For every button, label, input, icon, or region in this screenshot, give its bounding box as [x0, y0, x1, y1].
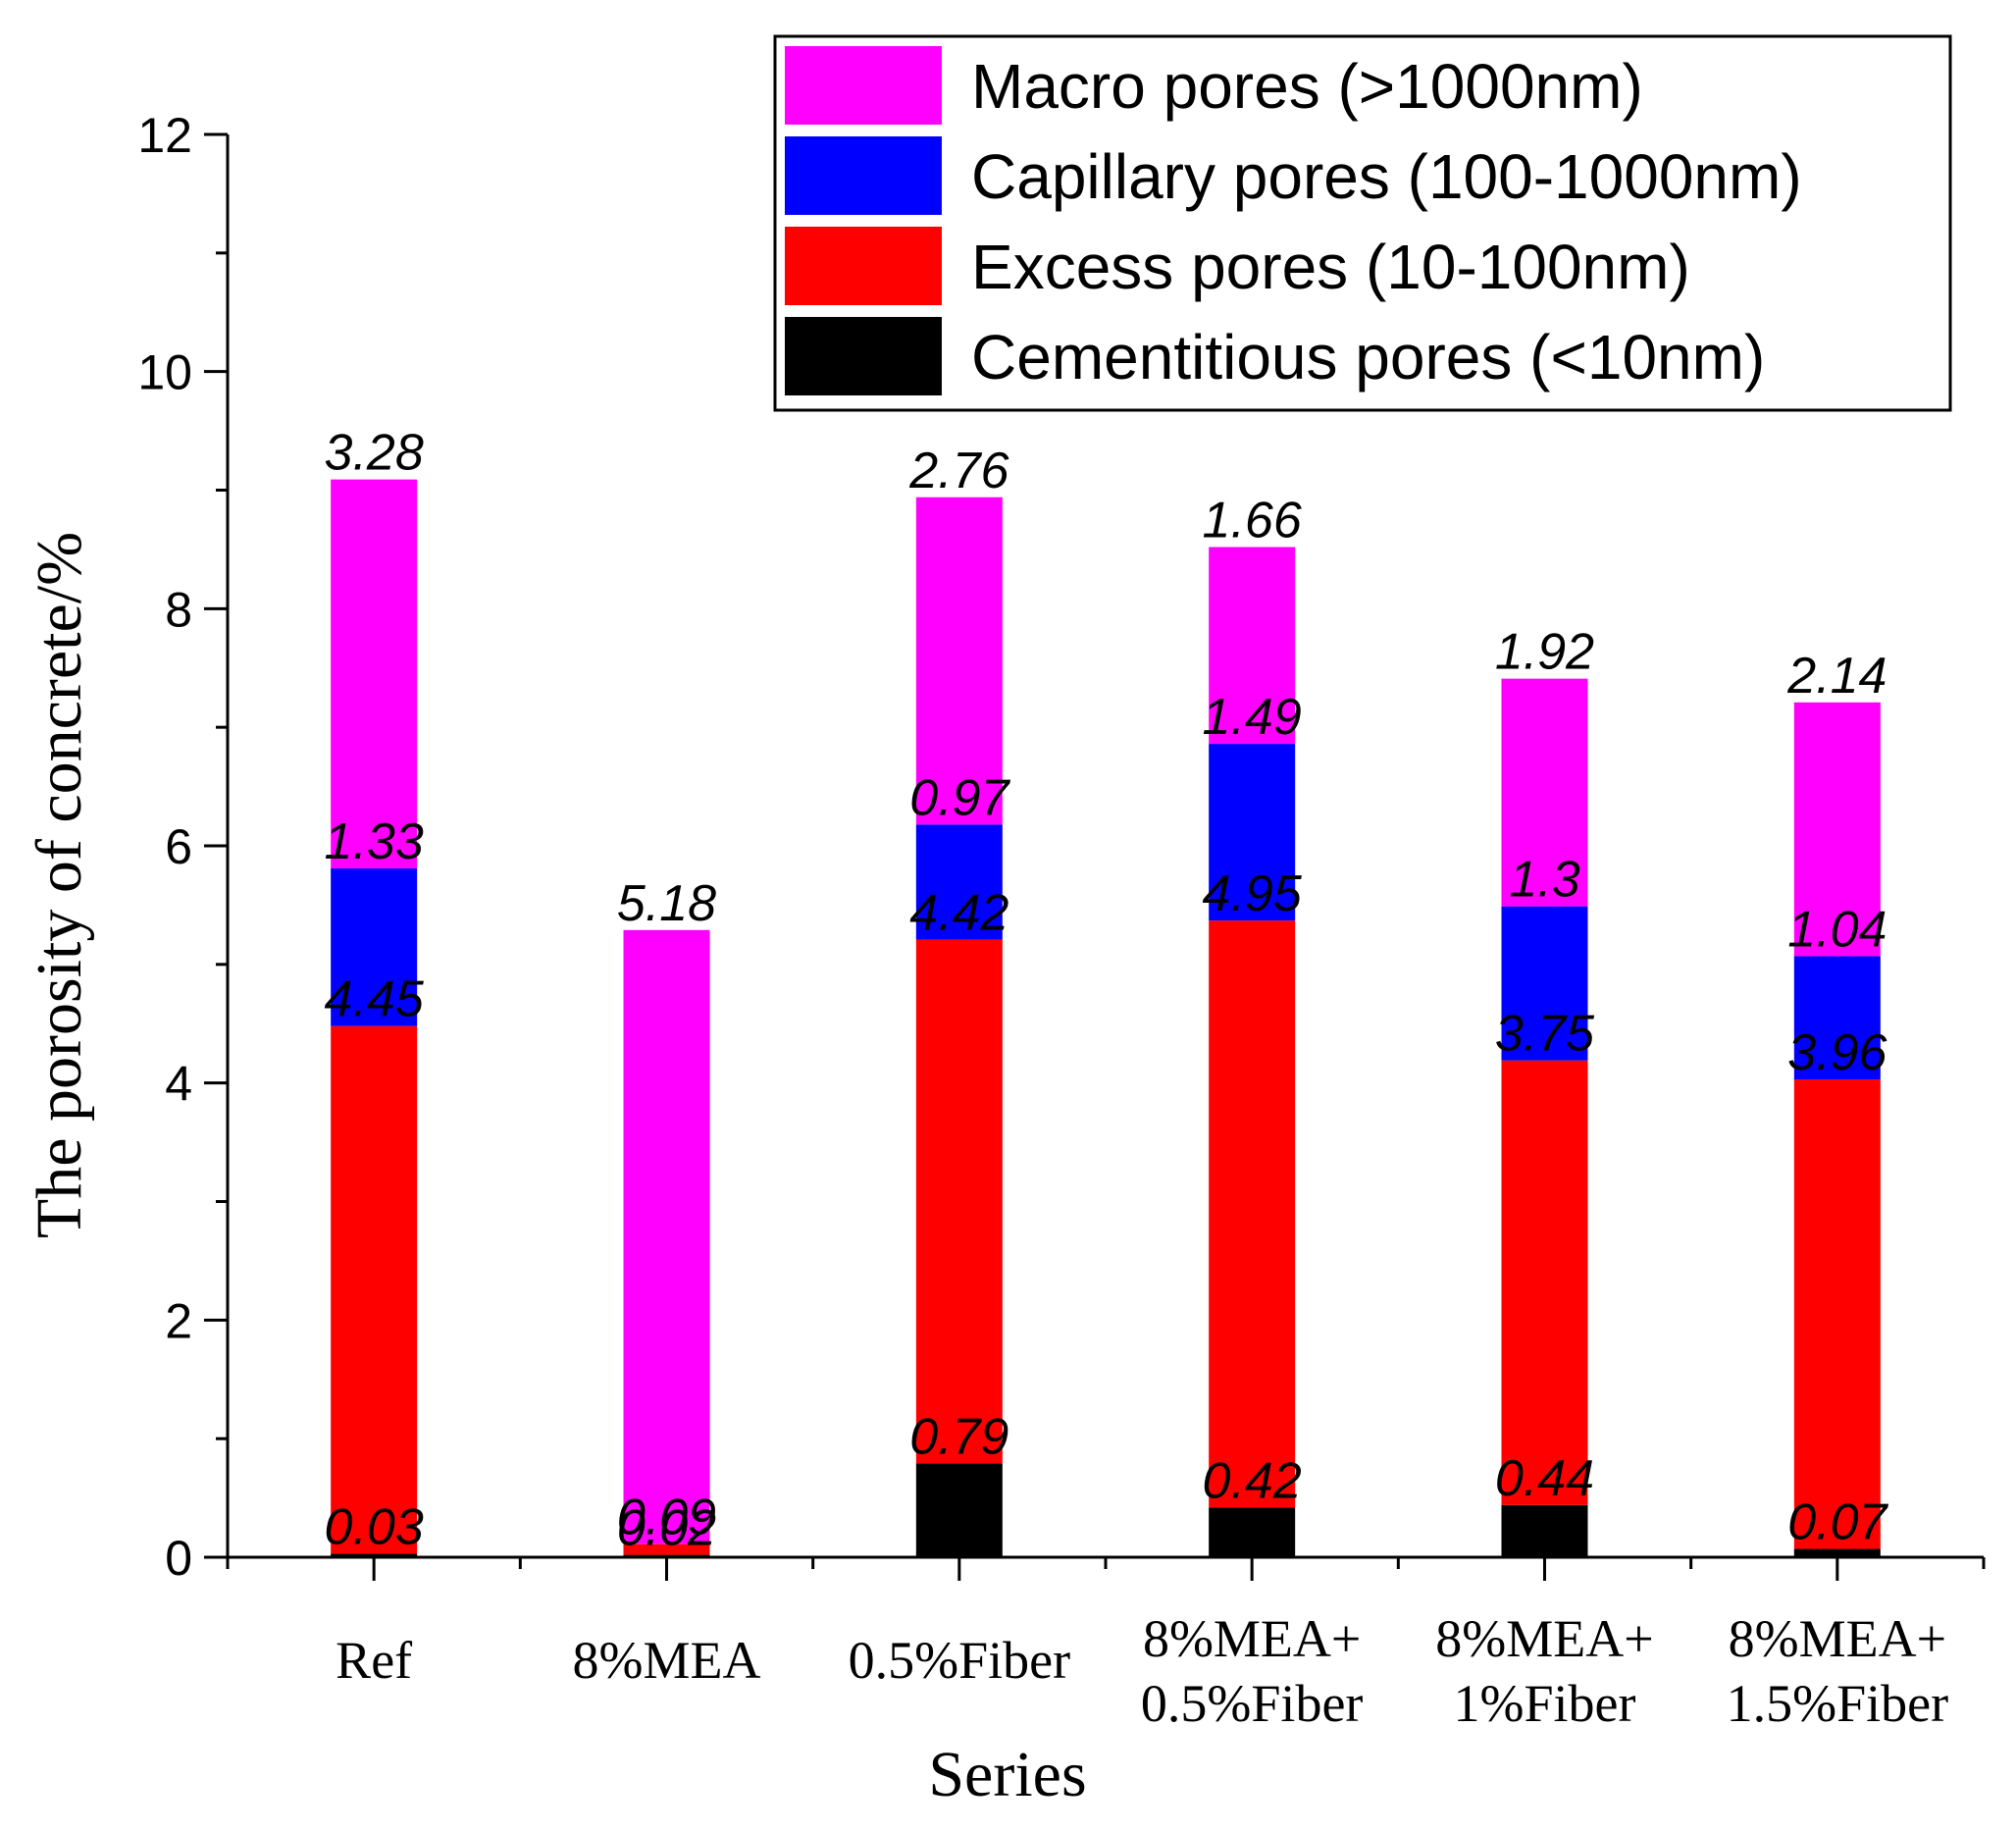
x-tick-label-line: Ref: [336, 1631, 412, 1690]
legend-label-macro: Macro pores (>1000nm): [971, 51, 1643, 122]
bar-cementitious-5: [1793, 1548, 1881, 1557]
data-label-macro-0: 3.28: [325, 425, 424, 482]
legend-label-excess: Excess pores (10-100nm): [971, 232, 1690, 302]
data-label-macro-1: 5.18: [617, 875, 716, 932]
bar-excess-5: [1793, 1079, 1881, 1549]
bar-macro-5: [1793, 702, 1881, 957]
legend-swatch-cementitious: [785, 317, 942, 395]
x-tick-label-line: 1.5%Fiber: [1727, 1674, 1948, 1733]
legend-swatch-capillary: [785, 136, 942, 215]
bar-capillary-3: [1209, 744, 1296, 921]
x-tick-label-4: 8%MEA+ 1%Fiber: [1435, 1609, 1653, 1733]
x-axis-title: Series: [928, 1739, 1086, 1810]
x-tick-label-line: 0.5%Fiber: [1141, 1674, 1363, 1733]
y-tick-label: 4: [165, 1057, 192, 1112]
bar-macro-3: [1209, 547, 1296, 745]
x-tick-label-line: 8%MEA+: [1143, 1609, 1361, 1668]
data-label-excess-5: 3.96: [1787, 1024, 1887, 1081]
bar-macro-2: [915, 497, 1003, 825]
data-label-capillary-0: 1.33: [325, 813, 424, 870]
x-tick-label-2: 0.5%Fiber: [849, 1631, 1070, 1690]
data-label-macro-3: 1.66: [1203, 493, 1302, 549]
data-label-capillary-5: 1.04: [1787, 901, 1887, 958]
bar-macro-1: [623, 929, 710, 1544]
x-tick-label-line: 8%MEA: [573, 1631, 761, 1690]
legend-label-cementitious: Cementitious pores (<10nm): [971, 322, 1765, 392]
data-label-capillary-3: 1.49: [1203, 689, 1302, 746]
bar-excess-1: [623, 1543, 710, 1555]
legend-swatch-excess: [785, 227, 942, 305]
data-label-cementitious-5: 0.07: [1787, 1494, 1888, 1551]
axes-layer: 0 2 4 6 8 10 12 Ref 8%MEA 0.5%Fiber 8%MEA+ 0.5%Fibe…: [24, 108, 1986, 1810]
bar-cementitious-0: [331, 1553, 418, 1557]
y-tick-label: 6: [165, 819, 192, 874]
y-tick-label: 0: [165, 1531, 192, 1586]
bar-excess-4: [1501, 1060, 1588, 1505]
data-label-excess-3: 4.95: [1203, 865, 1303, 922]
data-label-excess-1: 0.09: [617, 1490, 716, 1546]
x-tick-label-line: 1%Fiber: [1454, 1674, 1636, 1733]
bar-capillary-4: [1501, 906, 1588, 1061]
data-label-excess-4: 3.75: [1495, 1006, 1595, 1063]
x-tick-label-5: 8%MEA+ 1.5%Fiber: [1727, 1609, 1948, 1733]
x-tick-label-line: 0.5%Fiber: [849, 1631, 1070, 1690]
data-label-cementitious-1: 0.02: [617, 1500, 716, 1557]
legend: Macro pores (>1000nm) Capillary pores (10…: [773, 34, 1952, 412]
data-label-capillary-2: 0.97: [909, 769, 1010, 826]
bar-cementitious-2: [915, 1463, 1003, 1557]
y-tick-label: 12: [137, 108, 192, 163]
bar-capillary-0: [331, 867, 418, 1026]
data-label-macro-2: 2.76: [908, 443, 1008, 499]
x-tick-label-3: 8%MEA+ 0.5%Fiber: [1141, 1609, 1363, 1733]
bar-capillary-2: [915, 824, 1003, 940]
data-label-cementitious-3: 0.42: [1203, 1452, 1302, 1509]
data-label-excess-0: 4.45: [325, 971, 425, 1028]
x-tick-label-line: 8%MEA+: [1729, 1609, 1946, 1668]
legend-label-capillary: Capillary pores (100-1000nm): [971, 141, 1802, 212]
y-tick-label: 2: [165, 1293, 192, 1348]
bar-excess-2: [915, 939, 1003, 1464]
bar-capillary-5: [1793, 956, 1881, 1080]
data-label-capillary-4: 1.3: [1509, 852, 1579, 909]
bar-cementitious-3: [1209, 1507, 1296, 1557]
data-label-excess-2: 4.42: [909, 884, 1008, 941]
x-tick-label-0: Ref: [336, 1631, 412, 1690]
data-label-macro-5: 2.14: [1786, 648, 1887, 705]
bar-macro-4: [1501, 678, 1588, 907]
data-label-cementitious-2: 0.79: [909, 1409, 1008, 1466]
bar-cementitious-4: [1501, 1504, 1588, 1557]
data-label-cementitious-4: 0.44: [1495, 1450, 1594, 1507]
y-tick-label: 8: [165, 582, 192, 637]
legend-box: [773, 34, 1952, 412]
bar-excess-3: [1209, 920, 1296, 1508]
bar-excess-0: [331, 1025, 418, 1554]
data-label-cementitious-0: 0.03: [325, 1498, 424, 1555]
x-tick-label-1: 8%MEA: [573, 1631, 761, 1690]
legend-swatch-macro: [785, 46, 942, 125]
bar-macro-0: [331, 479, 418, 868]
x-tick-label-line: 8%MEA+: [1435, 1609, 1653, 1668]
data-labels-layer: 0.03 4.45 1.33 3.28 0.020.09 5.18 0.79 4.42 0.97…: [325, 425, 1889, 1557]
bars-layer: [331, 479, 1881, 1557]
data-label-macro-4: 1.92: [1495, 624, 1594, 681]
y-axis-title: The porosity of concrete/%: [24, 532, 95, 1238]
y-tick-label: 10: [137, 345, 192, 400]
